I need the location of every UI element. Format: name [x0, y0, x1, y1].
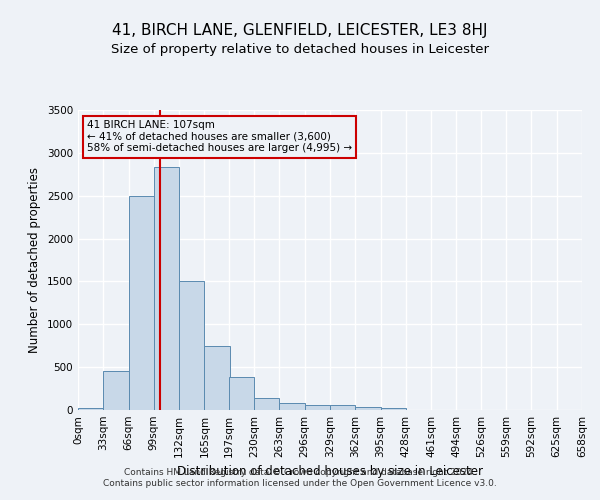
- Text: 41, BIRCH LANE, GLENFIELD, LEICESTER, LE3 8HJ: 41, BIRCH LANE, GLENFIELD, LEICESTER, LE…: [112, 22, 488, 38]
- Bar: [254, 398, 280, 410]
- Bar: [78, 408, 103, 410]
- Bar: [179, 280, 205, 410]
- Text: Contains HM Land Registry data © Crown copyright and database right 2024.
Contai: Contains HM Land Registry data © Crown c…: [103, 468, 497, 487]
- Text: Size of property relative to detached houses in Leicester: Size of property relative to detached ho…: [111, 42, 489, 56]
- Bar: [128, 196, 154, 410]
- Text: 41 BIRCH LANE: 107sqm
← 41% of detached houses are smaller (3,600)
58% of semi-d: 41 BIRCH LANE: 107sqm ← 41% of detached …: [87, 120, 352, 154]
- Y-axis label: Number of detached properties: Number of detached properties: [28, 167, 41, 353]
- Bar: [380, 408, 406, 410]
- Bar: [330, 406, 355, 410]
- Bar: [205, 346, 230, 410]
- X-axis label: Distribution of detached houses by size in Leicester: Distribution of detached houses by size …: [177, 466, 483, 478]
- Bar: [229, 376, 254, 410]
- Bar: [103, 370, 128, 410]
- Bar: [280, 403, 305, 410]
- Bar: [355, 408, 380, 410]
- Bar: [154, 166, 179, 410]
- Bar: [305, 406, 330, 410]
